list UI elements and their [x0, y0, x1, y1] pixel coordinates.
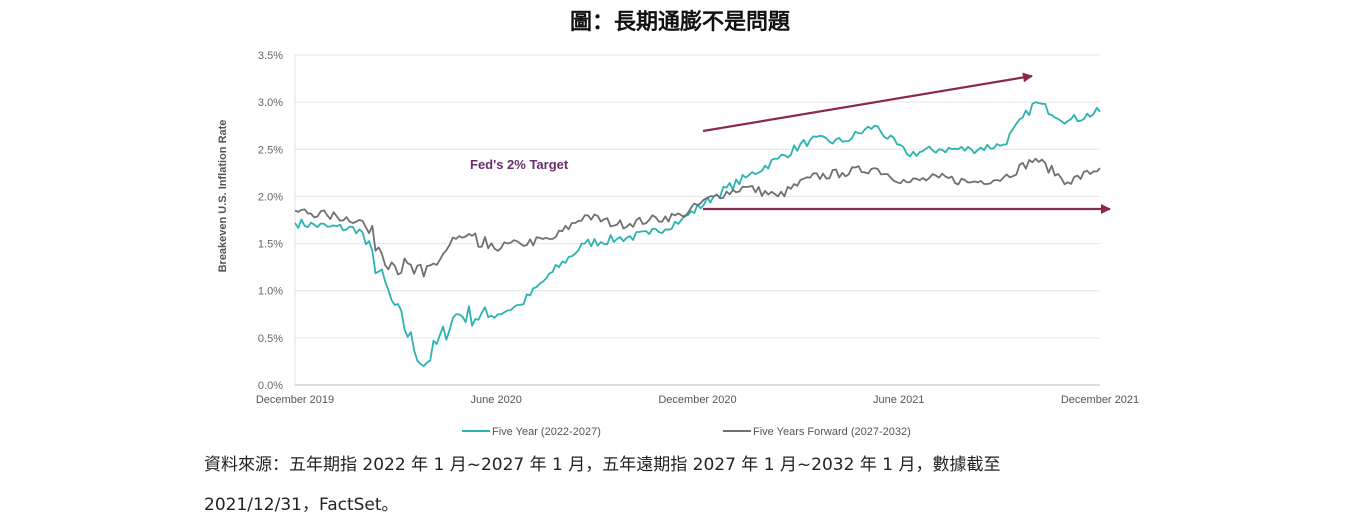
y-tick-label: 0.5% — [258, 333, 283, 345]
y-axis-label: Breakeven U.S. Inflation Rate — [217, 120, 229, 273]
y-tick-label: 2.0% — [258, 191, 283, 203]
y-tick-label: 3.5% — [258, 50, 283, 62]
source-note-line1: 資料來源：五年期指 2022 年 1 月~2027 年 1 月，五年遠期指 20… — [204, 455, 1001, 475]
x-tick-label: June 2020 — [471, 394, 522, 406]
y-tick-label: 3.0% — [258, 97, 283, 109]
x-tick-label: December 2020 — [658, 394, 736, 406]
trend-arrow-up — [702, 72, 1033, 133]
x-tick-label: December 2021 — [1061, 394, 1139, 406]
y-tick-label: 0.0% — [258, 380, 283, 392]
legend-label: Five Years Forward (2027-2032) — [753, 426, 911, 438]
x-tick-label: June 2021 — [873, 394, 924, 406]
y-tick-label: 1.0% — [258, 286, 283, 298]
page-title: 圖：長期通膨不是問題 — [569, 10, 790, 35]
y-axis-ticks: 0.0% 0.5% 1.0% 1.5% 2.0% 2.5% 3.0% 3.5% — [258, 50, 283, 392]
x-axis-ticks: December 2019 June 2020 December 2020 June … — [256, 394, 1139, 406]
five-year-line — [294, 101, 1101, 367]
fed-target-annotation: Fed's 2% Target — [470, 157, 569, 172]
chart-legend: Five Year (2022-2027) Five Years Forward … — [462, 426, 911, 438]
chart-grid — [294, 54, 1100, 386]
x-tick-label: December 2019 — [256, 394, 334, 406]
y-tick-label: 1.5% — [258, 239, 283, 251]
five-years-forward-line — [294, 157, 1101, 278]
y-tick-label: 2.5% — [258, 144, 283, 156]
source-note-line2: 2021/12/31，FactSet。 — [204, 495, 399, 515]
chart-series — [294, 101, 1101, 367]
legend-label: Five Year (2022-2027) — [492, 426, 601, 438]
